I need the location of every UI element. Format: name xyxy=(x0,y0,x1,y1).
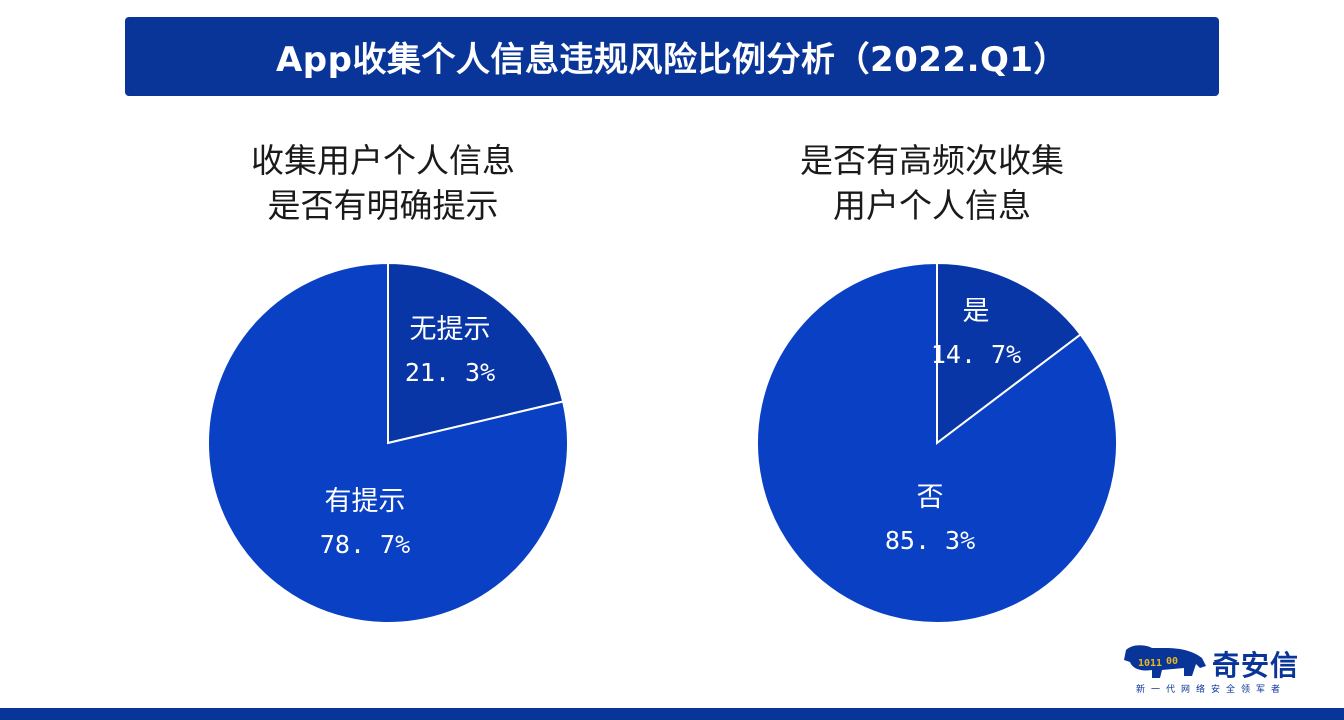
chart-title-left: 收集用户个人信息 是否有明确提示 xyxy=(173,138,593,228)
slice-value-yes: 14. 7% xyxy=(931,340,1021,369)
chart-title-left-line-2: 是否有明确提示 xyxy=(267,186,499,225)
svg-text:00: 00 xyxy=(1166,656,1178,667)
pie-slice-no xyxy=(756,261,1118,624)
slice-label-no-prompt: 无提示 xyxy=(410,314,491,345)
slice-value-no-prompt: 21. 3% xyxy=(405,358,495,387)
slice-value-has-prompt: 78. 7% xyxy=(320,530,410,559)
bottom-bar xyxy=(0,708,1344,720)
page-title: App收集个人信息违规风险比例分析（2022.Q1） xyxy=(275,40,1069,80)
chart-title-right-line-2: 用户个人信息 xyxy=(833,186,1031,225)
pie-slice-no-prompt xyxy=(387,261,565,445)
title-banner: App收集个人信息违规风险比例分析（2022.Q1） xyxy=(125,17,1219,96)
brand-logo: 1011 00 奇安信 新一代网络安全领军者 xyxy=(1122,640,1312,700)
slice-label-no: 否 xyxy=(917,482,944,513)
brand-slogan: 新一代网络安全领军者 xyxy=(1136,685,1287,695)
pie-slice-has-prompt xyxy=(207,261,569,624)
slice-label-yes: 是 xyxy=(963,296,990,327)
pie-slice-yes xyxy=(936,261,1083,446)
tiger-binary-logo-icon: 1011 00 xyxy=(1124,645,1206,678)
chart-title-left-line-1: 收集用户个人信息 xyxy=(251,141,515,180)
pie-chart-frequency: 是 14. 7% 否 85. 3% xyxy=(756,261,1118,624)
chart-title-right: 是否有高频次收集 用户个人信息 xyxy=(722,138,1142,228)
pie-chart-prompt: 无提示 21. 3% 有提示 78. 7% xyxy=(207,261,569,624)
chart-title-right-line-1: 是否有高频次收集 xyxy=(800,141,1064,180)
slice-value-no: 85. 3% xyxy=(885,526,975,555)
slice-label-has-prompt: 有提示 xyxy=(325,486,406,517)
svg-text:1011: 1011 xyxy=(1138,658,1162,669)
brand-name: 奇安信 xyxy=(1212,649,1300,682)
